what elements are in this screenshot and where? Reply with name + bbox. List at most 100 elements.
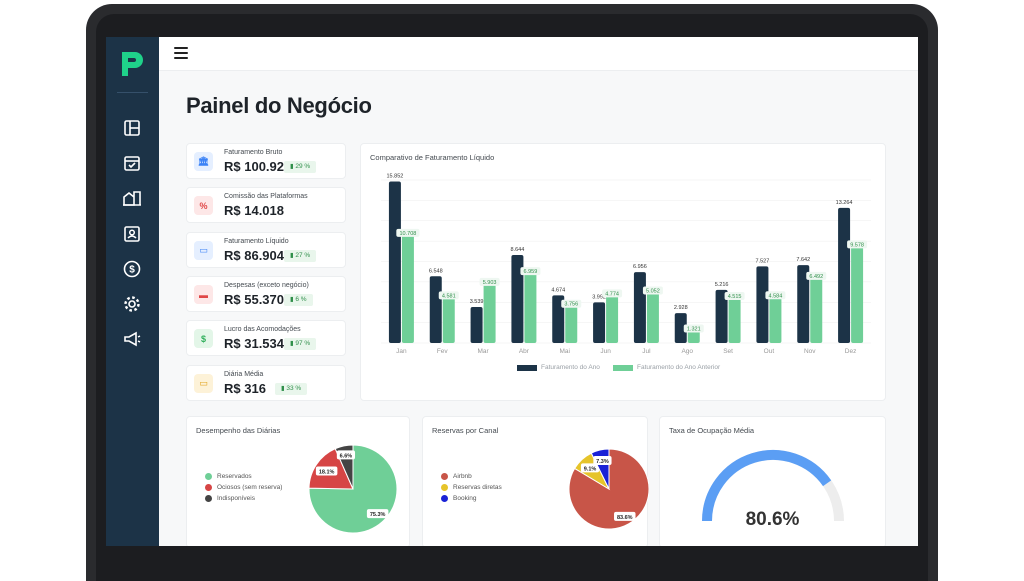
- kpi-value: R$ 100.922: [224, 159, 292, 174]
- bank-icon: 🏛: [194, 152, 213, 171]
- bar-chart-card: Comparativo de Faturamento Líquido 15.85…: [360, 143, 886, 401]
- bar-label-bg-previous: [683, 324, 704, 333]
- kpi-card: ▬ Despesas (exceto negócio) R$ 55.370 ▮ 6 %: [186, 276, 346, 312]
- x-tick-label: Mar: [477, 348, 489, 355]
- bar-label-current: 6.956: [633, 264, 647, 270]
- bar-label-current: 7.527: [756, 258, 770, 264]
- pie-label: 9.1%: [584, 466, 597, 472]
- bar-label-bg-previous: [602, 289, 623, 298]
- kpi-label: Comissão das Plataformas: [224, 193, 308, 200]
- bar-label-bg-previous: [561, 299, 582, 308]
- kpi-change-badge: ▮ 6 %: [284, 294, 313, 306]
- x-tick-label: Jul: [642, 348, 651, 355]
- bar-chart-title: Comparativo de Faturamento Líquido: [370, 153, 495, 162]
- bar-previous-Jan[interactable]: [401, 233, 414, 343]
- bar-label-current: 3.539: [470, 299, 484, 305]
- kpi-card: $ Lucro das Acomodações R$ 31.534 ▮ 97 %: [186, 320, 346, 356]
- bar-previous-Set[interactable]: [728, 297, 741, 343]
- sidebar-dashboard-icon[interactable]: [121, 117, 143, 139]
- kpi-card: ▭ Diária Média R$ 316 ▮ 33 %: [186, 365, 346, 401]
- kpi-value: R$ 316: [224, 381, 266, 396]
- kpi-value: R$ 14.018: [224, 203, 284, 218]
- bed-icon: ▭: [194, 374, 213, 393]
- sidebar: $: [106, 37, 159, 546]
- bar-label-current: 5.216: [715, 282, 729, 288]
- ocupacao-title: Taxa de Ocupação Média: [669, 426, 755, 435]
- sidebar-id-badge-icon[interactable]: [121, 223, 143, 245]
- bar-label-previous: 9.578: [850, 242, 864, 248]
- bar-current-Mar[interactable]: [470, 306, 483, 343]
- kpi-value: R$ 31.534: [224, 336, 284, 351]
- bar-previous-Fev[interactable]: [442, 296, 455, 343]
- legend-label-current: Faturamento do Ano: [541, 364, 600, 371]
- kpi-value: R$ 55.370: [224, 292, 284, 307]
- bar-label-previous: 4.515: [728, 294, 742, 300]
- x-tick-label: Ago: [681, 348, 693, 355]
- bar-label-previous: 5.052: [646, 289, 660, 295]
- percent-icon: %: [194, 196, 213, 215]
- kpi-change-badge: ▮ 33 %: [275, 383, 308, 395]
- canal-card: Reservas por Canal Airbnb Reservas diret…: [422, 416, 649, 546]
- legend-label-previous: Faturamento do Ano Anterior: [637, 364, 721, 371]
- bar-label-bg-previous: [765, 291, 786, 300]
- diarias-title: Desempenho das Diárias: [196, 426, 281, 435]
- bar-current-Fev[interactable]: [429, 276, 442, 343]
- kpi-label: Lucro das Acomodações: [224, 326, 301, 333]
- card-icon: ▬: [194, 285, 213, 304]
- bar-chart-small-icon: ▮: [290, 340, 296, 347]
- bar-label-previous: 6.492: [809, 274, 823, 280]
- bar-previous-Mai[interactable]: [565, 304, 578, 343]
- bar-label-current: 8.644: [511, 247, 525, 253]
- sidebar-buildings-icon[interactable]: [121, 187, 143, 209]
- pie-label-bg: [315, 466, 338, 476]
- kpi-change-badge: ▮ 97 %: [284, 338, 317, 350]
- bar-previous-Jun[interactable]: [606, 294, 619, 343]
- bar-label-current: 7.642: [796, 257, 810, 263]
- app-logo-icon[interactable]: [118, 48, 146, 78]
- x-tick-label: Abr: [519, 348, 530, 355]
- bar-current-Mai[interactable]: [552, 295, 565, 343]
- sidebar-gear-icon[interactable]: [121, 293, 143, 315]
- bar-label-bg-previous: [479, 277, 500, 286]
- bar-previous-Mar[interactable]: [483, 282, 496, 343]
- sidebar-dollar-icon[interactable]: $: [121, 258, 143, 280]
- bar-previous-Ago[interactable]: [687, 329, 700, 343]
- bar-label-bg-previous: [724, 292, 745, 301]
- bar-current-Out[interactable]: [756, 266, 769, 343]
- sidebar-calendar-check-icon[interactable]: [121, 152, 143, 174]
- pie-label-bg: [366, 509, 389, 519]
- bar-previous-Abr[interactable]: [524, 272, 537, 343]
- bar-previous-Dez[interactable]: [851, 245, 864, 343]
- gauge-fill: [702, 450, 832, 522]
- sidebar-divider: [117, 92, 148, 93]
- bar-current-Dez[interactable]: [838, 207, 851, 343]
- kpi-value: R$ 86.904: [224, 248, 284, 263]
- bar-chart-small-icon: ▮: [290, 296, 296, 303]
- bar-previous-Jul[interactable]: [646, 291, 659, 343]
- bar-label-bg-previous: [438, 291, 459, 300]
- legend-previous-year[interactable]: Faturamento do Ano Anterior: [613, 364, 720, 371]
- bar-current-Ago[interactable]: [674, 313, 687, 343]
- bar-current-Nov[interactable]: [797, 265, 810, 343]
- dollar-icon: $: [194, 329, 213, 348]
- bar-current-Jan[interactable]: [388, 181, 401, 343]
- sidebar-megaphone-icon[interactable]: [121, 328, 143, 350]
- bar-previous-Nov[interactable]: [810, 276, 823, 343]
- hamburger-menu-icon[interactable]: [174, 47, 188, 61]
- bar-current-Jun[interactable]: [593, 302, 606, 343]
- bar-label-previous: 10.708: [400, 231, 417, 237]
- bar-label-current: 6.548: [429, 268, 443, 274]
- bar-current-Abr[interactable]: [511, 254, 524, 343]
- bar-label-previous: 3.756: [564, 302, 578, 308]
- x-tick-label: Mai: [560, 348, 570, 355]
- bar-label-previous: 4.774: [605, 291, 619, 297]
- ocupacao-card: Taxa de Ocupação Média 80.6%: [659, 416, 886, 546]
- bar-current-Set[interactable]: [715, 289, 728, 343]
- bar-previous-Out[interactable]: [769, 296, 782, 343]
- bar-label-previous: 1.321: [687, 327, 701, 333]
- app-screen: $ Painel do Negócio 🏛 Faturamento Bruto R$…: [106, 37, 918, 546]
- bar-label-bg-previous: [847, 240, 868, 249]
- bar-current-Jul[interactable]: [633, 272, 646, 343]
- legend-current-year[interactable]: Faturamento do Ano: [517, 364, 600, 371]
- bar-label-current: 13.264: [836, 200, 853, 206]
